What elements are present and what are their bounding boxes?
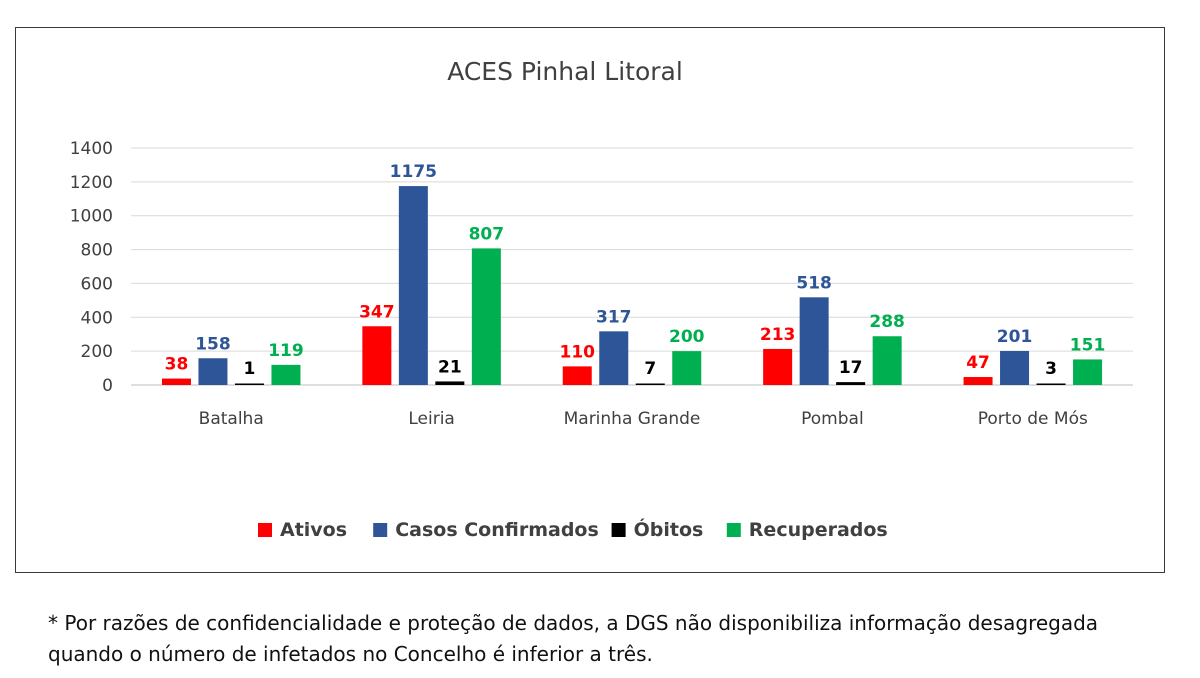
data-label: 317 [596,307,632,327]
data-label: 1 [244,359,256,379]
x-tick-label: Leiria [408,409,454,429]
bar-ativos-2 [562,366,592,385]
data-label: 17 [839,358,863,378]
bar-ativos-4 [963,377,993,385]
y-tick-label: 400 [81,308,113,328]
y-tick-label: 200 [81,342,113,362]
footnote-line-1: * Por razões de confidencialidade e prot… [48,611,1099,635]
bar-casos-confirmados-3 [799,297,829,385]
bar-casos-confirmados-1 [398,186,428,385]
y-tick-label: 0 [102,376,113,396]
data-label: 110 [560,342,596,362]
data-label: 119 [268,341,304,361]
bar-recuperados-1 [471,248,501,385]
data-label: 47 [966,353,990,373]
data-label: 201 [997,327,1033,347]
y-tick-label: 1000 [70,207,113,227]
bar-óbitos-3 [836,382,866,385]
legend-swatch-2 [611,523,626,537]
bar-óbitos-0 [234,383,264,385]
bar-óbitos-2 [635,383,665,385]
bar-casos-confirmados-4 [1000,350,1030,385]
legend-swatch-0 [258,523,272,537]
bar-recuperados-0 [271,364,301,385]
data-label: 213 [760,325,796,345]
x-tick-label: Pombal [801,409,864,429]
legend-swatch-3 [726,523,741,537]
chart-title: ACES Pinhal Litoral [447,57,683,86]
x-tick-label: Marinha Grande [564,409,701,429]
data-label: 518 [796,273,832,293]
footnote: * Por razões de confidencialidade e prot… [48,608,1178,670]
data-label: 288 [869,312,905,332]
bar-casos-confirmados-0 [198,358,228,385]
legend-label-2: Óbitos [634,517,704,541]
data-label: 38 [165,355,189,375]
bar-ativos-0 [161,378,191,385]
data-label: 3 [1045,359,1057,379]
bar-ativos-3 [763,348,793,385]
legend-label-3: Recuperados [749,519,888,541]
bar-recuperados-4 [1073,359,1103,385]
chart-svg: ACES Pinhal Litoral020040060080010001200… [70,57,1133,541]
data-label: 158 [195,334,231,354]
x-tick-label: Batalha [199,409,264,429]
bar-casos-confirmados-2 [599,331,629,385]
data-label: 151 [1070,335,1106,355]
bar-ativos-1 [362,326,392,385]
data-label: 21 [438,357,462,377]
x-tick-label: Porto de Mós [978,409,1088,429]
data-label: 200 [669,327,705,347]
bar-recuperados-3 [872,336,902,385]
chart-frame: ACES Pinhal Litoral 0 200 400 600 800 1000 1200… [15,27,1165,573]
bar-óbitos-4 [1036,383,1066,385]
y-tick-label: 1400 [70,139,113,159]
bar-óbitos-1 [435,381,465,385]
data-label: 1175 [390,162,437,182]
legend-label-1: Casos Confirmados [395,519,599,541]
legend-label-0: Ativos [280,519,347,541]
data-label: 807 [469,224,505,244]
y-tick-label: 800 [81,241,113,261]
data-label: 7 [644,359,656,379]
footnote-line-2: quando o número de infetados no Concelho… [48,642,653,666]
data-label: 347 [359,302,395,322]
legend-swatch-1 [373,523,388,537]
y-tick-label: 600 [81,274,113,294]
y-tick-label: 1200 [70,173,113,193]
bar-recuperados-2 [672,351,702,385]
